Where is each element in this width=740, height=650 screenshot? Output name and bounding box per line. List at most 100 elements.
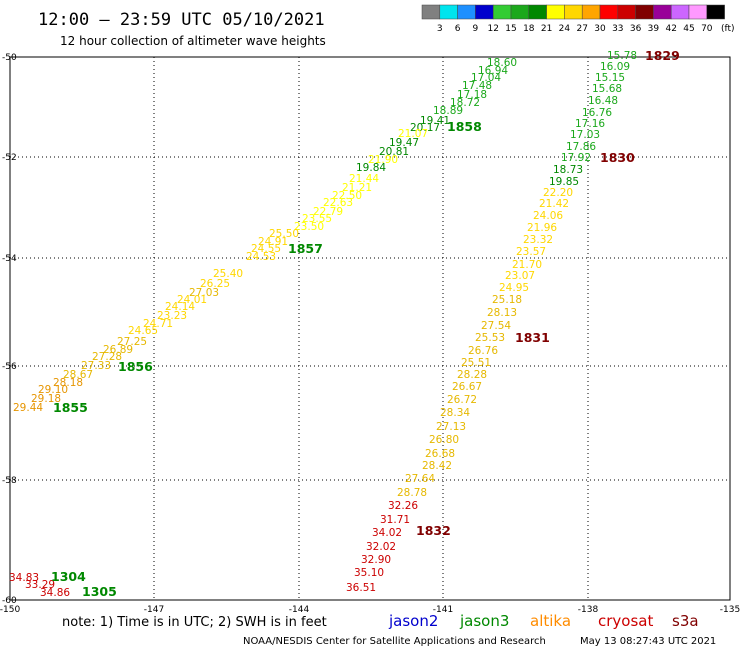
- pass-time-label: 1856: [118, 359, 153, 374]
- wave-height-label: 36.51: [346, 582, 376, 594]
- wave-height-label: 24.65: [128, 325, 158, 337]
- lon-tick-label: -150: [0, 605, 20, 615]
- scale-label: 6: [455, 24, 461, 34]
- wave-height-label: 23.50: [294, 221, 324, 233]
- wave-height-label: 28.34: [440, 407, 470, 419]
- wave-height-label: 27.33: [81, 360, 111, 372]
- wave-height-label: 32.90: [361, 554, 391, 566]
- wave-height-label: 24.91: [258, 236, 288, 248]
- lat-tick-label: -52: [2, 153, 17, 163]
- wave-height-label: 18.89: [433, 105, 463, 117]
- scale-label: 15: [505, 24, 516, 34]
- wave-height-label: 28.42: [422, 460, 452, 472]
- wave-height-label: 27.28: [92, 351, 122, 363]
- wave-height-label: 26.80: [429, 434, 459, 446]
- wave-height-label: 15.78: [607, 50, 637, 62]
- wave-height-label: 32.02: [366, 541, 396, 553]
- scale-label: 24: [559, 24, 571, 34]
- wave-height-label: 25.18: [492, 294, 522, 306]
- wave-height-label: 34.83: [9, 572, 39, 584]
- wave-height-label: 23.32: [523, 234, 553, 246]
- pass-time-label: 1829: [645, 48, 680, 63]
- pass-time-label: 1304: [51, 569, 86, 584]
- satellite-legend-cryosat: cryosat: [598, 612, 653, 630]
- wave-height-label: 17.18: [457, 89, 487, 101]
- wave-height-label: 16.76: [582, 107, 612, 119]
- scale-swatch: [528, 4, 547, 20]
- wave-height-label: 23.57: [516, 246, 546, 258]
- scale-swatch: [653, 4, 672, 20]
- scale-swatch: [617, 4, 636, 20]
- wave-height-label: 20.17: [410, 122, 440, 134]
- lon-tick-label: -135: [720, 605, 740, 615]
- scale-swatch: [599, 4, 619, 20]
- pass-time-label: 1831: [515, 330, 550, 345]
- scale-swatch: [688, 4, 708, 20]
- wave-height-label: 25.53: [475, 332, 505, 344]
- wave-height-label: 28.28: [457, 369, 487, 381]
- wave-height-label: 24.71: [143, 318, 173, 330]
- wave-height-label: 23.55: [302, 213, 332, 225]
- wave-height-label: 25.40: [213, 268, 243, 280]
- satellite-legend: jason2 jason3 altika cryosat s3a: [388, 612, 699, 630]
- map-frame: -150 -147 -144 -141 -138 -135 -50 -52 -54 -56 -58 -…: [0, 53, 740, 615]
- wave-height-label: 21.44: [349, 173, 379, 185]
- wave-height-label: 33.29: [25, 579, 55, 591]
- lat-tick-label: -50: [2, 53, 17, 63]
- pass-time-label: 1858: [447, 119, 482, 134]
- scale-swatch: [475, 4, 494, 20]
- wave-height-label: 28.67: [63, 369, 93, 381]
- pass-time-label: 1305: [82, 584, 117, 599]
- satellite-legend-jason2: jason2: [388, 612, 438, 630]
- wave-height-label: 22.79: [313, 206, 343, 218]
- wave-height-label: 26.72: [447, 394, 477, 406]
- scale-swatch: [492, 4, 512, 20]
- wave-height-label: 34.02: [372, 527, 402, 539]
- satellite-legend-s3a: s3a: [672, 612, 699, 630]
- scale-label: 21: [541, 24, 552, 34]
- lat-tick-label: -58: [2, 476, 17, 486]
- scale-swatch: [439, 4, 458, 20]
- lat-tick-label: -54: [2, 254, 17, 264]
- wave-height-label: 18.60: [487, 57, 517, 69]
- scale-label: 45: [683, 24, 694, 34]
- pass-track: 19.8421.4421.2122.5022.6322.7923.5523.50…: [246, 162, 386, 263]
- altimeter-tracks: 15.7816.0915.1515.6816.4816.7617.1617.03…: [9, 48, 680, 599]
- footer-timestamp: May 13 08:27:43 UTC 2021: [580, 636, 716, 647]
- scale-unit-label: (ft): [721, 24, 735, 34]
- wave-height-label: 24.95: [499, 282, 529, 294]
- wave-height-label: 17.92: [561, 152, 591, 164]
- wave-height-label: 15.68: [592, 83, 622, 95]
- wave-height-label: 24.06: [533, 210, 563, 222]
- wave-height-label: 23.07: [505, 270, 535, 282]
- wave-height-label: 24.01: [177, 294, 207, 306]
- wave-height-label: 26.25: [200, 278, 230, 290]
- pass-track: 25.4026.2527.0324.0124.1423.2324.7124.65…: [63, 268, 243, 381]
- pass-track: 18.7319.8522.2021.4224.0621.9623.3223.57…: [481, 150, 635, 332]
- axis-ticks: -150 -147 -144 -141 -138 -135 -50 -52 -54 -56 -58 -…: [0, 53, 740, 615]
- wave-height-label: 19.47: [389, 137, 419, 149]
- wave-height-label: 19.41: [420, 115, 450, 127]
- lon-tick-label: -144: [289, 605, 310, 615]
- scale-swatch: [510, 4, 530, 20]
- scale-swatch: [581, 4, 601, 20]
- wave-height-label: 17.48: [462, 80, 492, 92]
- wave-height-label: 21.42: [539, 198, 569, 210]
- scale-label: 30: [594, 24, 606, 34]
- pass-track: 15.7816.0915.1515.6816.4816.7617.1617.03…: [561, 48, 680, 164]
- wave-height-label: 15.15: [595, 72, 625, 84]
- scale-swatch: [635, 4, 654, 20]
- pass-time-label: 1832: [416, 523, 451, 538]
- wave-height-label: 35.10: [354, 567, 384, 579]
- wave-height-label: 20.81: [379, 146, 409, 158]
- scale-label: 9: [473, 24, 479, 34]
- satellite-legend-jason3: jason3: [459, 612, 509, 630]
- wave-height-label: 22.20: [543, 187, 573, 199]
- scale-label: 36: [630, 24, 642, 34]
- wave-height-label: 31.71: [380, 514, 410, 526]
- footer-credit: NOAA/NESDIS Center for Satellite Applica…: [243, 636, 546, 647]
- wave-height-label: 26.68: [425, 448, 455, 460]
- wave-height-label: 16.94: [478, 65, 508, 77]
